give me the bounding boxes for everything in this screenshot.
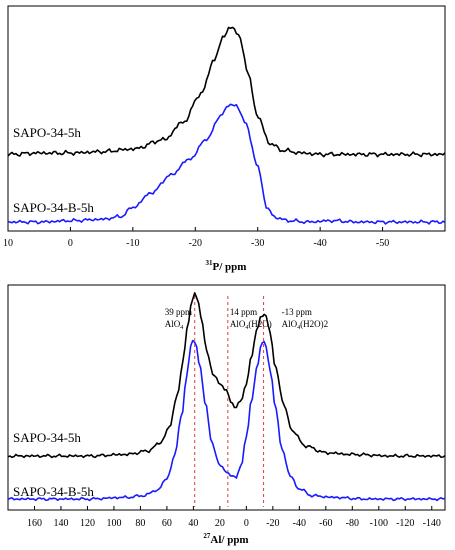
- x-tick-label: 0: [68, 238, 73, 249]
- x-tick-label: 20: [215, 518, 225, 529]
- spectrum-line: [7, 26, 446, 158]
- x-tick-label: -100: [370, 518, 388, 529]
- spectrum-line: [7, 292, 446, 459]
- series-label-sapo-34-b-5h-top: SAPO-34-B-5h: [13, 200, 94, 215]
- x-tick-label: -20: [189, 238, 202, 249]
- x-tick-label: -40: [313, 238, 326, 249]
- panel-31p-frame: [7, 5, 446, 232]
- x-tick-label: 40: [188, 518, 198, 529]
- x-tick-label: -50: [376, 238, 389, 249]
- x-tick-label: -80: [346, 518, 359, 529]
- x-tick-label: -60: [319, 518, 332, 529]
- peak-label-ppm: 14 ppm: [230, 307, 257, 317]
- x-tick-label: 60: [162, 518, 172, 529]
- spectrum-line: [7, 339, 446, 502]
- x-tick-label: 10: [3, 238, 13, 249]
- series-label-sapo-34-b-5h-bottom: SAPO-34-B-5h: [13, 484, 94, 499]
- spectrum-line: [7, 103, 446, 225]
- panel-27al: 39 ppm AlO4 14 ppm AlO4(H2O) -13 ppm AlO4(H2O…: [7, 284, 446, 546]
- x-tick-label: 80: [135, 518, 145, 529]
- peak-label-species: AlO4(H2O)2: [282, 319, 329, 331]
- x-tick-label: 0: [244, 518, 249, 529]
- x-tick-label: -30: [251, 238, 264, 249]
- x-tick-label: -120: [396, 518, 414, 529]
- panel-31p: 10 0 -10 -20 -30 -40 -50 SAPO-34-5h SAPO-34-B-…: [3, 5, 446, 273]
- x-axis-label-27al: 27Al/ ppm: [203, 532, 248, 546]
- panel-27al-frame: [7, 284, 446, 511]
- peak-label-ppm: 39 ppm: [165, 307, 192, 317]
- x-axis-label-31p: 31P/ ppm: [206, 259, 247, 273]
- x-tick-label: -40: [293, 518, 306, 529]
- x-tick-label: 120: [80, 518, 95, 529]
- peak-label-ppm: -13 ppm: [282, 307, 312, 317]
- x-tick-label: -20: [266, 518, 279, 529]
- series-label-sapo-34-5h-top: SAPO-34-5h: [13, 125, 81, 140]
- x-tick-label: 140: [53, 518, 68, 529]
- series-label-sapo-34-5h-bottom: SAPO-34-5h: [13, 430, 81, 445]
- x-tick-label: -140: [423, 518, 441, 529]
- x-tick-label: -10: [126, 238, 139, 249]
- x-tick-label: 100: [106, 518, 121, 529]
- peak-label-species: AlO4(H2O): [230, 319, 272, 331]
- peak-label-species: AlO4: [165, 319, 184, 331]
- x-tick-label: 160: [27, 518, 42, 529]
